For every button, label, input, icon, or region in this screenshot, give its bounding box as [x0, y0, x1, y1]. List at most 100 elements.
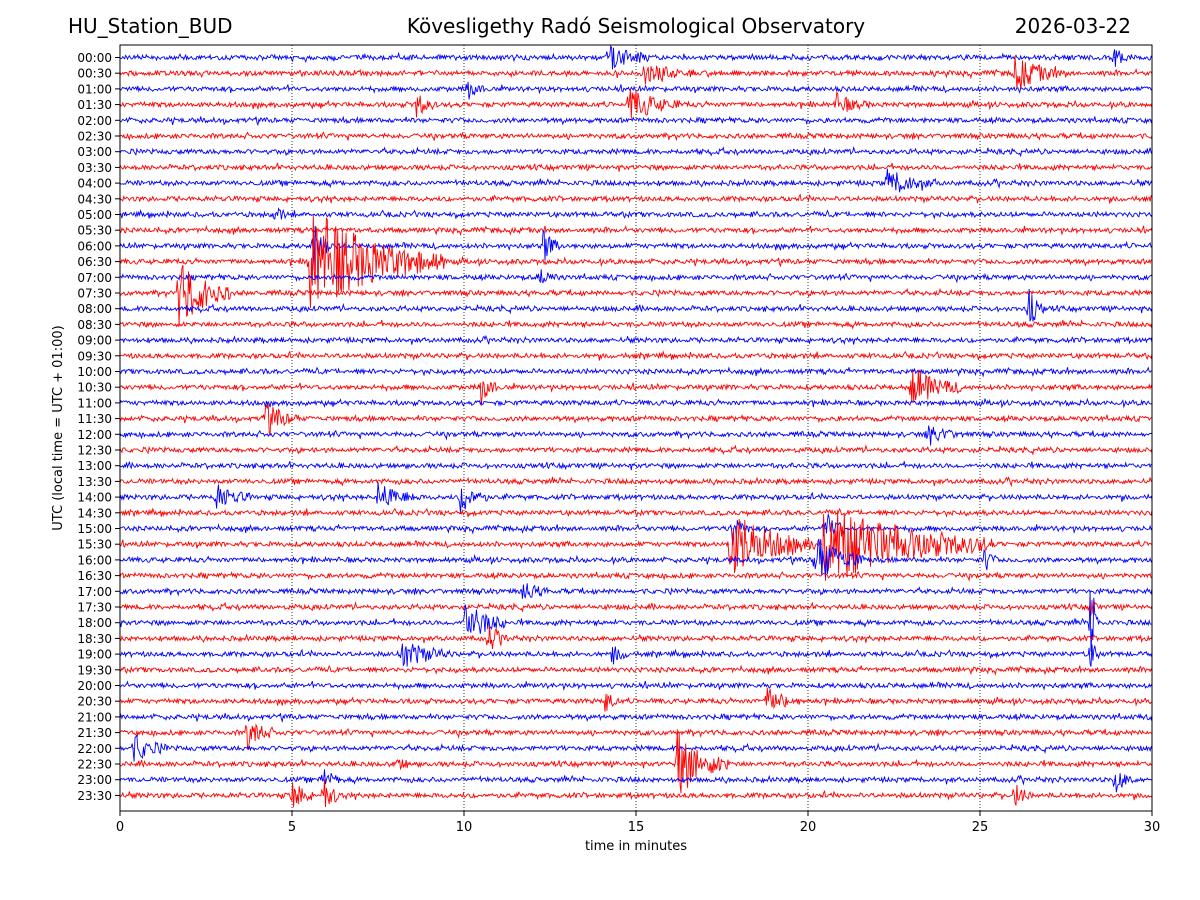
- y-tick-label: 04:00: [77, 177, 112, 191]
- y-tick-label: 17:00: [77, 585, 112, 599]
- y-tick-label: 06:00: [77, 239, 112, 253]
- y-tick-label: 03:00: [77, 145, 112, 159]
- trace-line: [119, 264, 1153, 325]
- y-tick-label: 13:30: [77, 475, 112, 489]
- trace-line: [119, 288, 1153, 322]
- trace-line: [119, 369, 1153, 406]
- station-title: HU_Station_BUD: [68, 14, 233, 38]
- y-tick-label: 01:00: [77, 82, 112, 96]
- y-tick-label: 03:30: [77, 161, 112, 175]
- trace-line: [119, 131, 1153, 142]
- y-tick-label: 21:00: [77, 710, 112, 724]
- trace-line: [119, 162, 1153, 172]
- y-tick-label: 19:00: [77, 648, 112, 662]
- trace-line: [119, 513, 1153, 546]
- x-tick-label: 25: [972, 820, 989, 835]
- y-tick-label: 08:00: [77, 302, 112, 316]
- trace-line: [119, 168, 1153, 193]
- y-tick-label: 09:30: [77, 349, 112, 363]
- y-tick-label: 10:00: [77, 365, 112, 379]
- y-tick-label: 06:30: [77, 255, 112, 269]
- y-tick-label: 00:00: [77, 51, 112, 65]
- grid-lines: [291, 45, 981, 811]
- trace-line: [119, 712, 1153, 723]
- y-tick-label: 11:00: [77, 396, 112, 410]
- y-tick-label: 12:00: [77, 428, 112, 442]
- y-tick-label: 15:00: [77, 522, 112, 536]
- y-tick-label: 16:30: [77, 569, 112, 583]
- trace-line: [119, 366, 1153, 378]
- x-tick-label: 30: [1144, 820, 1161, 835]
- y-tick-label: 20:30: [77, 695, 112, 709]
- trace-line: [119, 538, 1153, 578]
- y-tick-label: 14:30: [77, 506, 112, 520]
- trace-line: [119, 643, 1153, 667]
- trace-line: [119, 89, 1153, 119]
- seismogram-traces: [119, 44, 1153, 808]
- y-axis-label: UTC (local time = UTC + 01:00): [51, 325, 66, 530]
- y-tick-label: 21:30: [77, 726, 112, 740]
- x-tick-label: 10: [456, 820, 473, 835]
- trace-line: [119, 583, 1153, 599]
- x-tick-label: 5: [288, 820, 296, 835]
- trace-line: [119, 115, 1153, 127]
- y-tick-label: 09:00: [77, 334, 112, 348]
- y-tick-label: 08:30: [77, 318, 112, 332]
- trace-line: [119, 734, 1153, 762]
- x-tick-label: 20: [800, 820, 817, 835]
- trace-line: [119, 225, 1153, 271]
- y-tick-label: 22:30: [77, 758, 112, 772]
- y-tick-label: 04:30: [77, 192, 112, 206]
- y-tick-label: 23:30: [77, 789, 112, 803]
- trace-line: [119, 215, 1153, 308]
- trace-line: [119, 224, 1153, 237]
- trace-line: [119, 44, 1153, 70]
- y-tick-label: 10:30: [77, 381, 112, 395]
- y-tick-label: 00:30: [77, 67, 112, 81]
- trace-line: [119, 769, 1153, 793]
- trace-line: [119, 193, 1153, 204]
- trace-line: [119, 625, 1153, 649]
- y-tick-label: 02:30: [77, 130, 112, 144]
- trace-line: [119, 664, 1153, 676]
- trace-line: [119, 570, 1153, 582]
- y-tick-label: 07:00: [77, 271, 112, 285]
- y-tick-label: 13:00: [77, 459, 112, 473]
- x-axis-label: time in minutes: [585, 839, 687, 854]
- x-axis-ticks: 0 5 10 15 20 25 30: [116, 811, 1160, 835]
- trace-line: [119, 507, 1153, 518]
- trace-line: [119, 207, 1153, 220]
- trace-line: [119, 397, 1153, 409]
- trace-line: [119, 680, 1153, 692]
- trace-line: [119, 350, 1153, 361]
- date-title: 2026-03-22: [1014, 14, 1131, 38]
- y-tick-label: 14:00: [77, 491, 112, 505]
- trace-line: [119, 334, 1153, 346]
- y-tick-label: 07:30: [77, 287, 112, 301]
- y-tick-label: 18:30: [77, 632, 112, 646]
- y-tick-label: 01:30: [77, 98, 112, 112]
- trace-line: [119, 723, 1153, 750]
- y-tick-label: 20:00: [77, 679, 112, 693]
- trace-line: [119, 729, 1153, 794]
- trace-line: [119, 269, 1153, 284]
- trace-line: [119, 599, 1153, 616]
- x-tick-label: 15: [628, 820, 645, 835]
- trace-line: [119, 510, 1153, 581]
- observatory-title: Kövesligethy Radó Seismological Observat…: [406, 14, 866, 38]
- x-tick-label: 0: [116, 820, 124, 835]
- y-tick-label: 15:30: [77, 538, 112, 552]
- y-tick-label: 02:00: [77, 114, 112, 128]
- trace-line: [119, 145, 1153, 158]
- y-tick-label: 16:00: [77, 553, 112, 567]
- trace-line: [119, 779, 1153, 808]
- trace-line: [119, 591, 1153, 652]
- trace-line: [119, 481, 1153, 514]
- y-tick-label: 18:00: [77, 616, 112, 630]
- y-tick-label: 23:00: [77, 773, 112, 787]
- trace-line: [119, 687, 1153, 712]
- y-tick-label: 22:00: [77, 742, 112, 756]
- trace-line: [119, 403, 1153, 436]
